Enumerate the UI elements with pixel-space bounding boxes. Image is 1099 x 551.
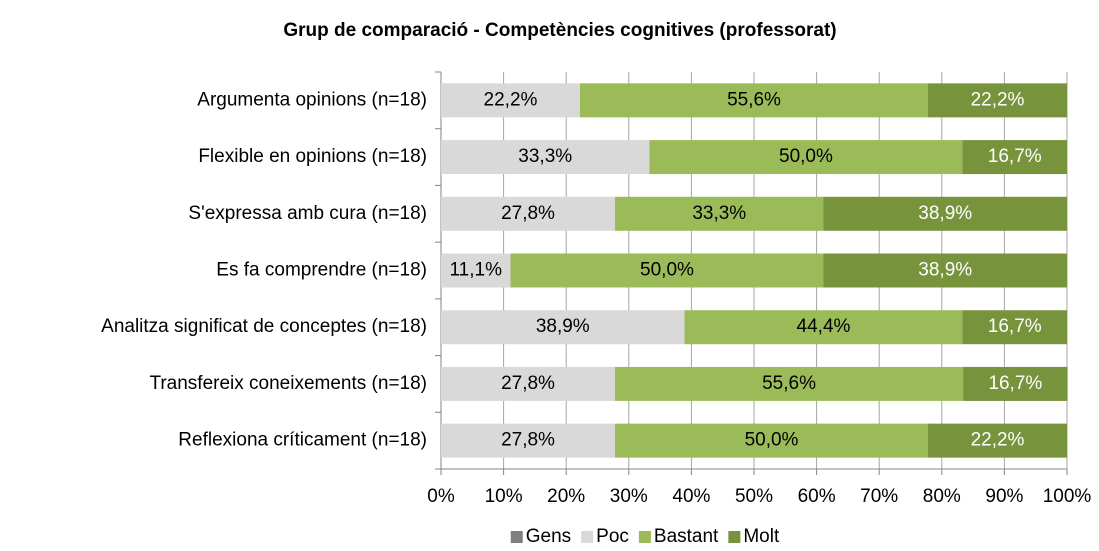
bar-segment	[441, 196, 616, 231]
data-label: 55,6%	[727, 89, 781, 110]
bar-segment	[441, 253, 511, 288]
bar-segment	[823, 196, 1067, 231]
legend-swatch	[638, 531, 651, 543]
chart-title: Grup de comparació - Competències cognit…	[283, 20, 836, 41]
y-tick-label: Transfereix coneixements (n=18)	[149, 373, 427, 394]
data-label: 16,7%	[988, 373, 1042, 394]
bar-segment	[928, 423, 1067, 458]
x-tick-label: 90%	[985, 486, 1023, 507]
data-label: 16,7%	[988, 316, 1042, 337]
bar-segment	[684, 310, 963, 345]
data-label: 55,6%	[762, 373, 816, 394]
bar-segment	[962, 140, 1067, 175]
y-tick-label: S'expressa amb cura (n=18)	[188, 203, 427, 224]
bar-segment	[441, 423, 616, 458]
bar-segment	[441, 140, 650, 175]
data-label: 33,3%	[692, 203, 746, 224]
y-tick-label: Flexible en opinions (n=18)	[198, 146, 427, 167]
bar-segment	[579, 83, 929, 118]
legend-label: Poc	[596, 526, 629, 547]
data-label: 22,2%	[484, 89, 538, 110]
data-label: 16,7%	[988, 146, 1042, 167]
data-label: 22,2%	[971, 430, 1025, 451]
data-label: 27,8%	[501, 203, 555, 224]
data-label: 50,0%	[779, 146, 833, 167]
y-tick-label: Reflexiona críticament (n=18)	[178, 430, 427, 451]
legend-label: Bastant	[654, 526, 719, 547]
data-label: 44,4%	[797, 316, 851, 337]
legend-label: Molt	[743, 526, 780, 547]
x-tick-label: 0%	[427, 486, 455, 507]
bar-segment	[510, 253, 824, 288]
data-label: 38,9%	[918, 203, 972, 224]
data-label: 38,9%	[536, 316, 590, 337]
bar-segment	[928, 83, 1067, 118]
bar-segment	[441, 83, 580, 118]
x-tick-label: 60%	[798, 486, 836, 507]
x-tick-label: 70%	[860, 486, 898, 507]
bar-segment	[615, 423, 929, 458]
bar-segment	[649, 140, 963, 175]
x-tick-label: 40%	[672, 486, 710, 507]
bar-segment	[615, 366, 964, 401]
legend-swatch	[510, 531, 523, 543]
legend-swatch	[728, 531, 741, 543]
x-tick-label: 80%	[923, 486, 961, 507]
y-tick-label: Argumenta opinions (n=18)	[197, 89, 427, 110]
data-label: 50,0%	[640, 260, 694, 281]
bar-segment	[823, 253, 1067, 288]
x-tick-label: 50%	[735, 486, 773, 507]
bar-segment	[615, 196, 824, 231]
bar-segment	[441, 366, 616, 401]
legend-label: Gens	[526, 526, 571, 547]
data-label: 22,2%	[971, 89, 1025, 110]
data-label: 11,1%	[450, 260, 503, 281]
bar-segment	[962, 310, 1067, 345]
legend-swatch	[581, 531, 594, 543]
x-tick-label: 30%	[610, 486, 648, 507]
data-label: 27,8%	[501, 430, 555, 451]
x-tick-label: 100%	[1043, 486, 1092, 507]
data-label: 38,9%	[918, 260, 972, 281]
bar-segment	[441, 310, 685, 345]
y-tick-label: Analitza significat de conceptes (n=18)	[101, 316, 427, 337]
data-label: 33,3%	[518, 146, 572, 167]
y-tick-label: Es fa comprendre (n=18)	[216, 260, 427, 281]
x-tick-label: 20%	[547, 486, 585, 507]
data-label: 50,0%	[745, 430, 799, 451]
x-tick-label: 10%	[485, 486, 523, 507]
data-label: 27,8%	[501, 373, 555, 394]
bar-segment	[963, 366, 1068, 401]
